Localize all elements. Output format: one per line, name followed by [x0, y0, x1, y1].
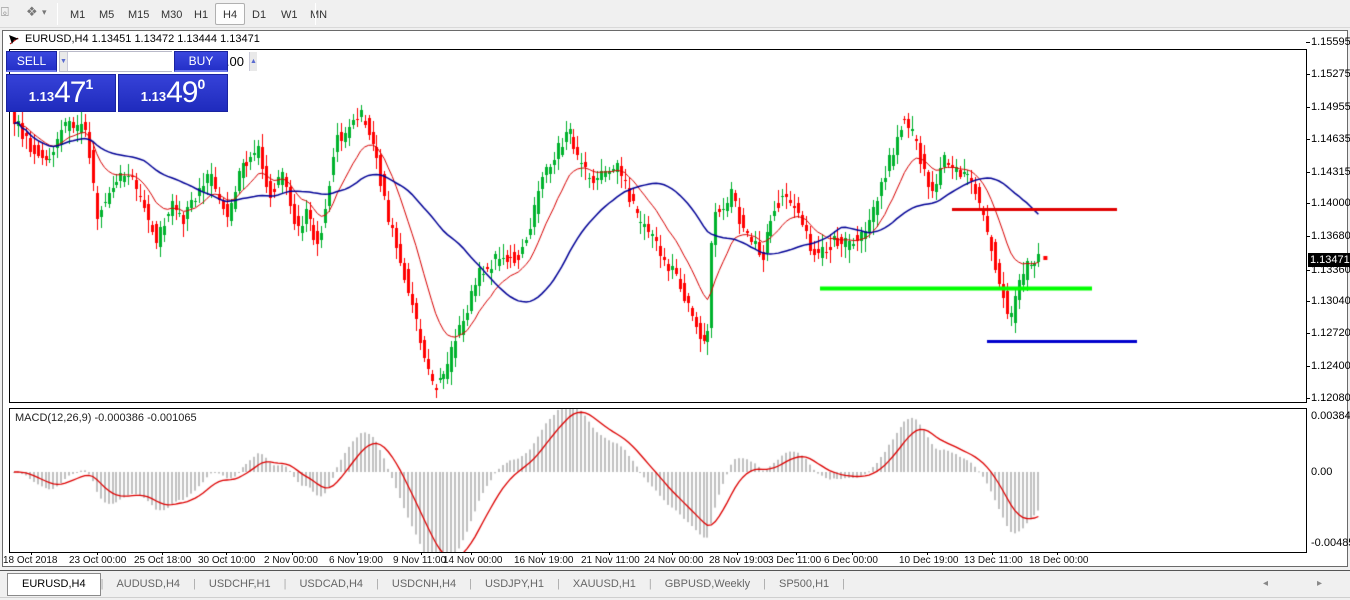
time-tick-label: 30 Oct 10:00 — [198, 552, 256, 566]
price-tick-label: 1.12720 — [1306, 327, 1350, 339]
price-tick-label: 1.13360 — [1306, 264, 1350, 276]
time-tick-label: 13 Dec 11:00 — [964, 552, 1023, 566]
new-order-arrows-icon[interactable]: ❖ — [26, 4, 38, 19]
toolbar-separator — [57, 3, 58, 25]
tab-sp500,h1[interactable]: SP500,H1 — [778, 578, 830, 590]
time-tick-label: 9 Nov 11:00 — [393, 552, 447, 566]
tab-separator: | — [376, 578, 379, 590]
tab-usdcad,h4[interactable]: USDCAD,H4 — [299, 578, 364, 590]
price-tick-label: 1.14635 — [1306, 133, 1350, 145]
chart-cursor-icon — [9, 35, 19, 45]
status-strip — [0, 597, 1350, 600]
tab-usdchf,h1[interactable]: USDCHF,H1 — [208, 578, 271, 590]
chart-tab-bar: ◂ ▸ EURUSD,H4 | AUDUSD,H4 | USDCHF,H1 | USDCAD… — [0, 570, 1350, 597]
volume-decrease-button[interactable]: ▼ — [60, 52, 67, 71]
buy-price-big: 49 — [166, 76, 198, 109]
time-tick-label: 16 Nov 19:00 — [514, 552, 574, 566]
sell-button[interactable]: SELL — [6, 51, 57, 72]
price-tick-label: 1.12400 — [1306, 360, 1350, 372]
time-tick-label: 14 Nov 00:00 — [443, 552, 503, 566]
current-price-badge: 1.13471 — [1308, 253, 1350, 267]
volume-stepper: ▼ ▲ — [59, 51, 257, 72]
tab-separator: | — [193, 578, 196, 590]
macd-pane: MACD(12,26,9) -0.000386 -0.001065 — [9, 408, 1307, 553]
clipboard-icon[interactable]: ⌻ — [1, 4, 9, 19]
time-tick-label: 3 Dec 11:00 — [768, 552, 822, 566]
timeframe-button-m15[interactable]: M15 — [128, 9, 150, 21]
timeframe-button-h1[interactable]: H1 — [194, 9, 209, 21]
tab-usdcnh,h4[interactable]: USDCNH,H4 — [391, 578, 457, 590]
timeframe-button-m30[interactable]: M30 — [161, 9, 183, 21]
macd-tick-label: 0.00 — [1311, 466, 1333, 478]
sell-price-superscript: 1 — [85, 76, 94, 92]
tab-separator: | — [763, 578, 766, 590]
sell-price-button[interactable]: 1.13 47 1 — [6, 74, 116, 112]
timeframe-button-m1[interactable]: M1 — [70, 9, 86, 21]
timeframe-button-mn[interactable]: MN — [310, 9, 328, 21]
tab-usdjpy,h1[interactable]: USDJPY,H1 — [484, 578, 545, 590]
top-toolbar: ⌻ ❖ ▾ M1 M5 M15 M30 H1 H4 D1 W1 MN — [0, 0, 1350, 28]
price-tick-label: 1.15595 — [1306, 36, 1350, 48]
macd-canvas[interactable] — [10, 409, 1306, 552]
tab-separator: | — [100, 578, 104, 590]
tabs-scroll-left-icon[interactable]: ◂ — [1263, 578, 1269, 589]
time-tick-label: 6 Nov 19:00 — [329, 552, 383, 566]
tab-xauusd,h1[interactable]: XAUUSD,H1 — [572, 578, 636, 590]
time-tick-label: 18 Dec 00:00 — [1029, 552, 1089, 566]
buy-button[interactable]: BUY — [174, 51, 228, 72]
time-tick-label: 18 Oct 2018 — [3, 552, 58, 566]
buy-price-superscript: 0 — [197, 76, 206, 92]
time-tick-label: 24 Nov 00:00 — [644, 552, 704, 566]
sell-price-prefix: 1.13 — [28, 89, 55, 104]
timeframe-button-m5[interactable]: M5 — [99, 9, 115, 21]
tabs-scroll-right-icon[interactable]: ▸ — [1317, 578, 1323, 589]
chart-window: EURUSD,H4 1.13451 1.13472 1.13444 1.1347… — [2, 30, 1350, 567]
time-tick-label: 6 Dec 00:00 — [824, 552, 878, 566]
toolbar-separator — [315, 3, 316, 25]
time-tick-label: 21 Nov 11:00 — [581, 552, 640, 566]
tab-separator: | — [283, 578, 287, 590]
volume-increase-button[interactable]: ▲ — [249, 52, 257, 71]
macd-indicator-label: MACD(12,26,9) -0.000386 -0.001065 — [15, 412, 197, 424]
macd-tick-label: 0.003847 — [1311, 410, 1350, 422]
price-tick-label: 1.14315 — [1306, 166, 1350, 178]
timeframe-button-h4[interactable]: H4 — [215, 3, 246, 25]
time-tick-label: 23 Oct 00:00 — [69, 552, 127, 566]
time-tick-label: 2 Nov 00:00 — [264, 552, 318, 566]
price-tick-label: 1.13680 — [1306, 230, 1350, 242]
time-tick-label: 25 Oct 18:00 — [134, 552, 192, 566]
buy-price-button[interactable]: 1.13 49 0 — [118, 74, 228, 112]
price-tick-label: 1.15275 — [1306, 68, 1350, 80]
tab-separator: | — [648, 578, 652, 590]
tab-separator: | — [557, 578, 560, 590]
dropdown-caret-icon[interactable]: ▾ — [42, 7, 47, 17]
tab-gbpusd,weekly[interactable]: GBPUSD,Weekly — [664, 578, 751, 590]
price-tick-label: 1.13040 — [1306, 295, 1350, 307]
timeframe-button-d1[interactable]: D1 — [252, 9, 267, 21]
sell-price-big: 47 — [54, 76, 86, 109]
price-tick-label: 1.14955 — [1306, 101, 1350, 113]
buy-price-prefix: 1.13 — [140, 89, 167, 104]
macd-tick-label: -0.004856 — [1311, 537, 1350, 549]
tab-eurusd,h4[interactable]: EURUSD,H4 — [7, 572, 101, 596]
price-tick-label: 1.12080 — [1306, 392, 1350, 404]
time-tick-label: 28 Nov 19:00 — [709, 552, 769, 566]
price-tick-label: 1.14000 — [1306, 197, 1350, 209]
time-tick-label: 10 Dec 19:00 — [899, 552, 959, 566]
tab-separator: | — [469, 578, 472, 590]
tab-audusd,h4[interactable]: AUDUSD,H4 — [116, 578, 181, 590]
timeframe-button-w1[interactable]: W1 — [281, 9, 298, 21]
tab-separator: | — [842, 578, 845, 590]
chart-title: EURUSD,H4 1.13451 1.13472 1.13444 1.1347… — [25, 33, 260, 45]
